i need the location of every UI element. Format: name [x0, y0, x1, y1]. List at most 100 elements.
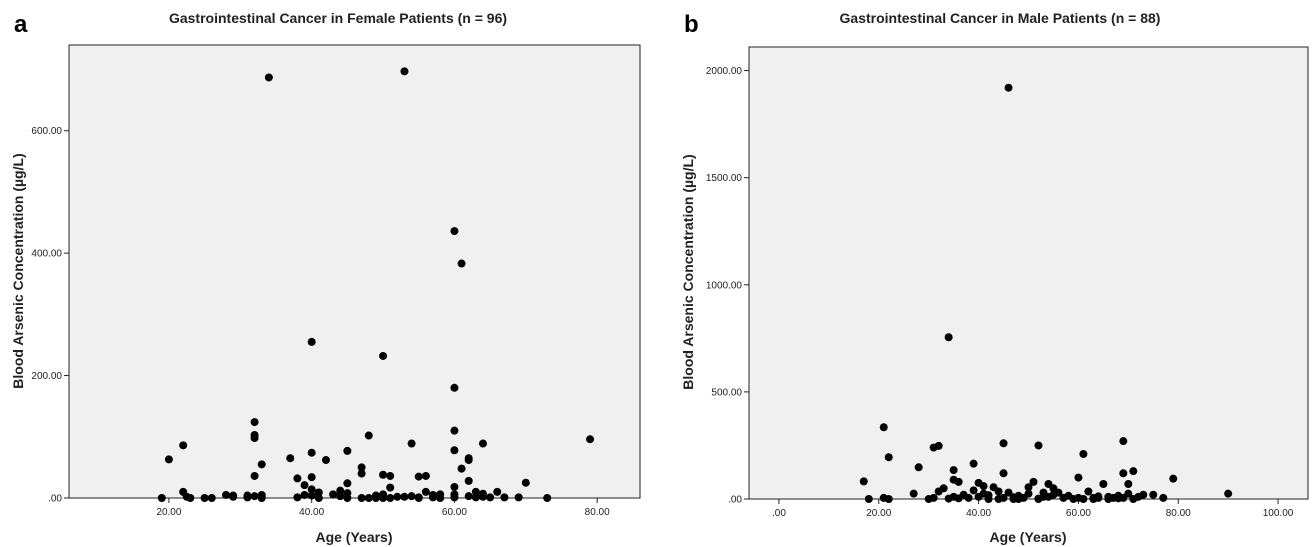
panel-b-y-tick-label: 500.00 — [711, 387, 742, 398]
panel-a-data-point — [257, 494, 266, 502]
panel-a-data-point — [436, 490, 445, 499]
panel-a-data-point — [421, 487, 430, 496]
panel-b-data-point — [954, 477, 963, 486]
panel-b-data-point — [964, 493, 973, 502]
panel-b-data-point — [1079, 495, 1088, 503]
panel-b-x-tick-label: 20.00 — [866, 508, 891, 519]
panel-b-x-ticks: .00 20.00 40.00 60.00 80.00 100.00 — [772, 499, 1294, 519]
panel-a-data-point — [222, 490, 231, 499]
panel-a-x-axis-label: Age (Years) — [315, 529, 392, 545]
panel-b-data-point — [934, 441, 943, 450]
panel-a-y-ticks: .00 200.00 400.00 600.00 — [31, 126, 69, 505]
panel-b-data-point — [999, 439, 1008, 448]
panel-b-data-point — [1124, 489, 1133, 498]
panel-b-y-axis-label: Blood Arsenic Concentration (µg/L) — [680, 154, 696, 389]
panel-b-data-point — [1124, 480, 1133, 489]
panel-b-plot-area — [748, 46, 1309, 500]
panel-a-data-point — [293, 493, 302, 502]
panel-a-letter: a — [14, 11, 28, 38]
panel-b-data-point — [1224, 489, 1233, 498]
panel-a-data-point — [329, 490, 338, 499]
panel-a-data-point — [450, 446, 459, 455]
panel-a-data-point — [514, 493, 523, 502]
panel-a-data-point — [407, 492, 416, 501]
panel-b-data-point — [1159, 493, 1168, 502]
panel-a-data-point — [300, 481, 309, 490]
panel-a-data-point — [364, 431, 373, 440]
panel-a-data-point — [314, 488, 323, 497]
panel-a-data-point — [393, 492, 402, 501]
panel-b-data-point — [1129, 467, 1138, 476]
panel-a-title: Gastrointestinal Cancer in Female Patien… — [169, 10, 507, 26]
panel-a-data-point — [186, 494, 195, 502]
panel-a-data-point — [357, 469, 366, 478]
panel-a-plot-area — [68, 44, 641, 499]
panel-a-data-point — [200, 494, 209, 502]
panel-b-data-point — [954, 494, 963, 503]
panel-a-data-point — [357, 494, 366, 502]
panel-b-data-point — [939, 484, 948, 493]
panel-a-data-point — [379, 494, 388, 502]
panel-a-data-point — [357, 463, 366, 472]
panel-b-data-point — [994, 487, 1003, 496]
panel-b-data-point — [1169, 474, 1178, 483]
panel-b-data-point — [1139, 490, 1148, 499]
panel-a-data-point — [543, 494, 552, 502]
panel-b-data-point — [1149, 490, 1158, 499]
panel-b-x-tick-label: .00 — [772, 508, 786, 519]
panel-a-data-point — [157, 494, 166, 502]
panel-a-data-point — [321, 456, 330, 465]
panel-a-data-point — [400, 492, 409, 501]
panel-a-data-point — [429, 490, 438, 499]
panel-a-data-point — [343, 494, 352, 502]
panel-b-data-point — [909, 489, 918, 498]
panel-a-data-point — [307, 491, 316, 500]
panel-a-data-point — [464, 456, 473, 465]
panel-b-x-tick-label: 60.00 — [1066, 508, 1091, 519]
panel-a-data-point — [250, 492, 259, 501]
panel-b-data-point — [1029, 477, 1038, 486]
panel-a-x-tick-label: 60.00 — [442, 507, 467, 518]
panel-b-title: Gastrointestinal Cancer in Male Patients… — [840, 10, 1161, 26]
panel-a-y-tick-label: 600.00 — [31, 126, 62, 137]
panel-a-points — [157, 67, 595, 502]
panel-a-data-point — [379, 470, 388, 479]
panel-a-data-point — [243, 493, 252, 502]
panel-a-data-point — [307, 337, 316, 346]
panel-a-data-point — [464, 492, 473, 501]
panel-a-data-point — [486, 493, 495, 502]
panel-a-data-point — [379, 351, 388, 360]
panel-b-x-tick-label: 40.00 — [966, 508, 991, 519]
panel-a-data-point — [407, 439, 416, 448]
panel-b-data-point — [1004, 488, 1013, 497]
panel-b-data-point — [1009, 493, 1018, 502]
panel-b-data-point — [979, 482, 988, 491]
panel-a-y-tick-label: .00 — [48, 494, 62, 505]
panel-a-data-point — [250, 434, 259, 443]
panel-a-data-point — [493, 487, 502, 496]
panel-a-data-point — [478, 439, 487, 448]
panel-a-data-point — [457, 259, 466, 268]
panel-b-data-point — [1099, 480, 1108, 489]
panel-b-data-point — [984, 491, 993, 500]
panel-a-data-point — [264, 73, 273, 82]
panel-a-data-point — [471, 487, 480, 496]
panel-a-data-point — [250, 471, 259, 480]
panel-a-data-point — [343, 446, 352, 455]
panel-a-data-point — [400, 67, 409, 76]
panel-a-data-point — [450, 383, 459, 392]
panel-b-data-point — [1114, 494, 1123, 503]
panel-a-data-point — [450, 227, 459, 236]
panel-a-data-point — [471, 493, 480, 502]
panel-a-y-axis-label: Blood Arsenic Concentration (µg/L) — [10, 153, 26, 388]
panel-a-data-point — [164, 455, 173, 464]
panel-b-data-point — [929, 493, 938, 502]
panel-b-data-point — [884, 453, 893, 462]
panel-a-y-tick-label: 400.00 — [31, 249, 62, 260]
panel-a-data-point — [314, 494, 323, 502]
panel-b-data-point — [864, 495, 873, 503]
panel-b-points — [859, 83, 1233, 503]
panel-b-x-axis-label: Age (Years) — [989, 529, 1066, 545]
panel-b-data-point — [884, 495, 893, 503]
panel-b-data-point — [969, 486, 978, 495]
